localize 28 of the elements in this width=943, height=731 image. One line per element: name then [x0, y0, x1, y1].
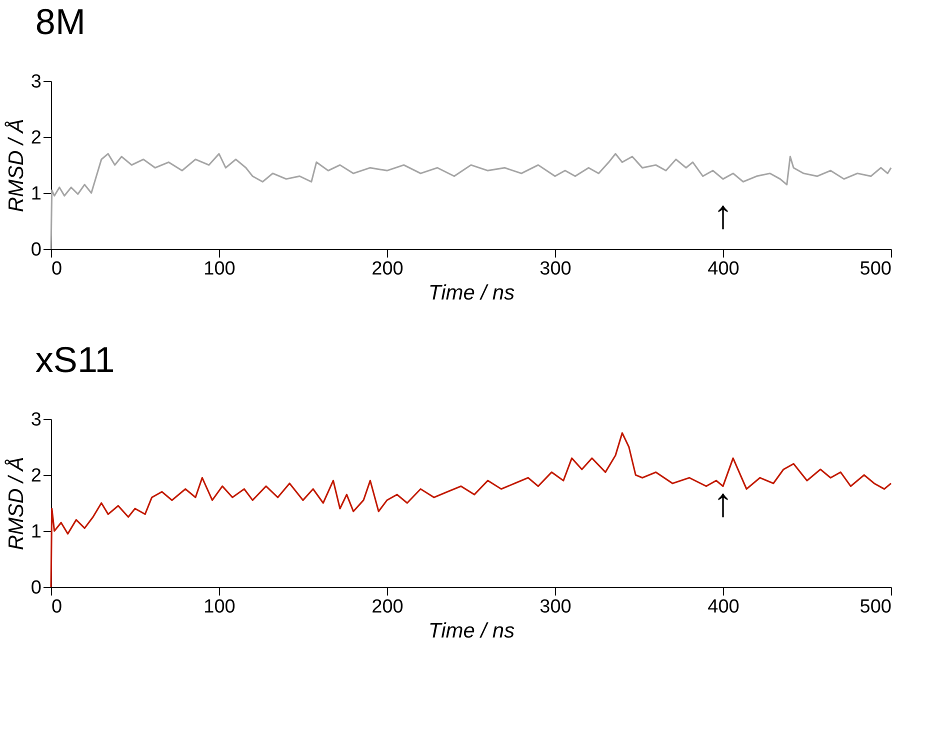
x-tick-label: 100 [204, 596, 236, 618]
x-tick-label: 500 [860, 596, 892, 618]
x-tick-label: 400 [708, 596, 740, 618]
x-tick-label: 0 [52, 258, 62, 280]
annotation: ↑ [713, 481, 733, 525]
y-tick-label: 1 [30, 522, 42, 542]
y-tick-label: 3 [30, 72, 42, 92]
x-tick-label: 200 [372, 596, 404, 618]
y-axis-title: RMSD / Å [4, 456, 28, 550]
x-axis-title: Time / ns [428, 620, 516, 642]
chart-title: 8M [35, 1, 86, 42]
y-tick-label: 2 [30, 128, 42, 148]
y-tick-label: 3 [30, 410, 42, 430]
y-tick-label: 1 [30, 184, 42, 204]
y-tick-label: 0 [30, 240, 42, 260]
y-axis-title: RMSD / Å [4, 118, 28, 212]
x-tick-label: 300 [540, 258, 572, 280]
x-tick-label: 0 [52, 596, 62, 618]
x-tick-label: 100 [204, 258, 236, 280]
x-tick-label: 300 [540, 596, 572, 618]
annotation: ↑ [713, 193, 733, 237]
y-tick-label: 2 [30, 466, 42, 486]
x-axis-title: Time / ns [428, 282, 516, 304]
x-tick-label: 200 [372, 258, 404, 280]
x-tick-label: 500 [860, 258, 892, 280]
y-tick-label: 0 [30, 578, 42, 598]
chart-title: xS11 [35, 339, 115, 380]
x-tick-label: 400 [708, 258, 740, 280]
